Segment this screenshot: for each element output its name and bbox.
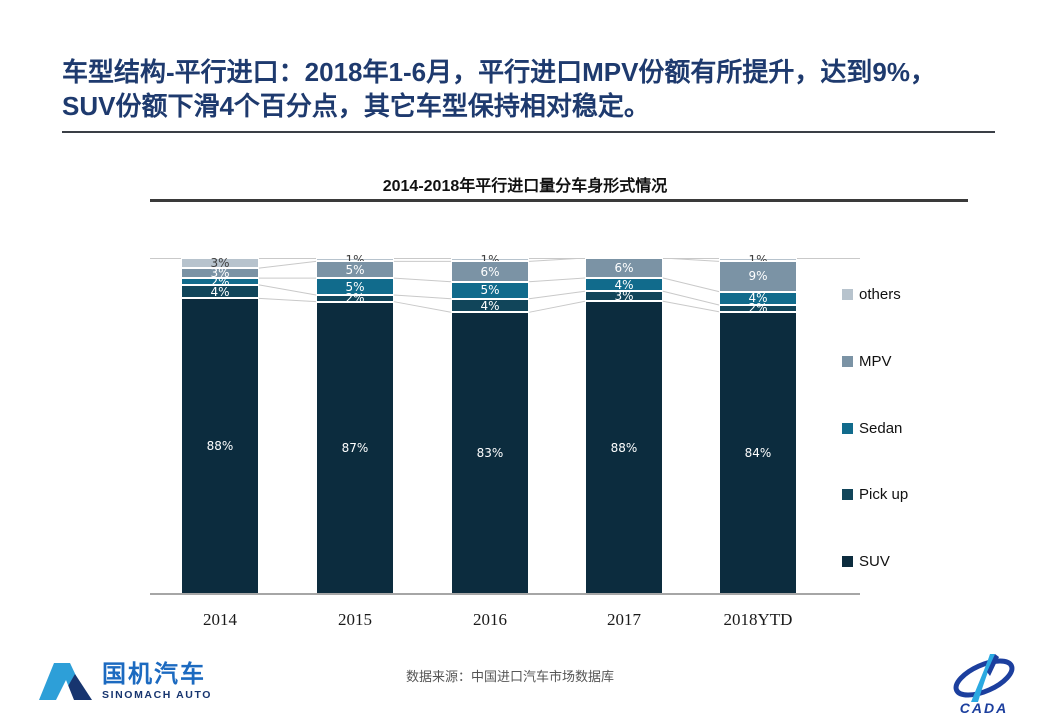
legend-label: SUV [859, 553, 890, 570]
sinomach-logo-cn: 国机汽车 [102, 663, 212, 687]
bar-segment-MPV: 6% [451, 261, 529, 281]
segment-value-label: 9% [748, 270, 767, 282]
slide-title: 车型结构-平行进口：2018年1-6月，平行进口MPV份额有所提升，达到9%， … [62, 55, 1002, 123]
x-axis-line [150, 593, 860, 595]
legend-label: Sedan [859, 420, 902, 437]
slide-title-line2: SUV份额下滑4个百分点，其它车型保持相对稳定。 [62, 89, 1002, 123]
legend-item-SUV: SUV [842, 553, 1002, 570]
slide-title-line1: 车型结构-平行进口：2018年1-6月，平行进口MPV份额有所提升，达到9%， [62, 55, 1002, 89]
bar-segment-SUV: 87% [316, 302, 394, 594]
segment-value-label: 6% [614, 262, 633, 274]
bar-segment-SUV: 88% [585, 301, 663, 594]
legend-swatch-icon [842, 489, 853, 500]
legend-swatch-icon [842, 556, 853, 567]
segment-value-label: 5% [480, 284, 499, 296]
bar-segment-Pick up: 2% [719, 305, 797, 312]
chart-title: 2014-2018年平行进口量分车身形式情况 [140, 172, 910, 196]
segment-value-label: 87% [342, 442, 369, 454]
legend-label: MPV [859, 353, 892, 370]
bar-segment-MPV: 6% [585, 258, 663, 278]
cada-logo: CADA [938, 650, 1030, 718]
segment-value-label: 88% [611, 442, 638, 454]
legend-item-Pick up: Pick up [842, 486, 1002, 503]
stacked-bar-2018YTD: 1%9%4%2%84% [719, 258, 797, 594]
bar-segment-SUV: 83% [451, 312, 529, 594]
segment-value-label: 88% [207, 440, 234, 452]
sinomach-mountain-icon [36, 656, 94, 707]
x-axis-label-2015: 2015 [290, 610, 420, 630]
sinomach-logo: 国机汽车 SINOMACH AUTO [36, 656, 212, 707]
segment-value-label: 6% [480, 266, 499, 278]
stacked-bar-2016: 1%6%5%4%83% [451, 258, 529, 594]
segment-value-label: 84% [745, 447, 772, 459]
bar-segment-Sedan: 5% [451, 282, 529, 299]
legend-item-Sedan: Sedan [842, 420, 1002, 437]
legend-swatch-icon [842, 289, 853, 300]
bar-segment-Pick up: 4% [451, 299, 529, 313]
data-source-note: 数据来源：中国进口汽车市场数据库 [300, 666, 720, 685]
bar-segment-MPV: 9% [719, 261, 797, 291]
bar-segment-Sedan: 2% [181, 278, 259, 285]
legend-item-others: others [842, 286, 1002, 303]
segment-value-label: 4% [210, 286, 229, 298]
chart-title-divider [150, 199, 968, 202]
bar-segment-Pick up: 3% [585, 291, 663, 301]
segment-value-label: 83% [477, 447, 504, 459]
chart-legend: others MPV Sedan Pick up SUV [842, 286, 1002, 570]
svg-text:CADA: CADA [960, 700, 1008, 716]
segment-value-label: 5% [345, 264, 364, 276]
x-axis-label-2017: 2017 [559, 610, 689, 630]
stacked-bar-2017: 6%4%3%88% [585, 258, 663, 594]
legend-label: Pick up [859, 486, 908, 503]
bar-segment-MPV: 5% [316, 261, 394, 278]
x-axis-label-2018YTD: 2018YTD [693, 610, 823, 630]
stacked-bar-2015: 1%5%5%2%87% [316, 258, 394, 594]
legend-swatch-icon [842, 356, 853, 367]
sinomach-logo-en: SINOMACH AUTO [102, 690, 212, 701]
x-axis-label-2016: 2016 [425, 610, 555, 630]
x-axis-label-2014: 2014 [155, 610, 285, 630]
bar-segment-Pick up: 2% [316, 295, 394, 302]
stacked-bar-2014: 3%3%2%4%88% [181, 258, 259, 594]
headline-divider [62, 131, 995, 133]
bar-segment-SUV: 88% [181, 298, 259, 594]
legend-item-MPV: MPV [842, 353, 1002, 370]
segment-value-label: 4% [480, 300, 499, 312]
bar-segment-SUV: 84% [719, 312, 797, 594]
legend-swatch-icon [842, 423, 853, 434]
legend-label: others [859, 286, 901, 303]
bar-segment-Pick up: 4% [181, 285, 259, 298]
